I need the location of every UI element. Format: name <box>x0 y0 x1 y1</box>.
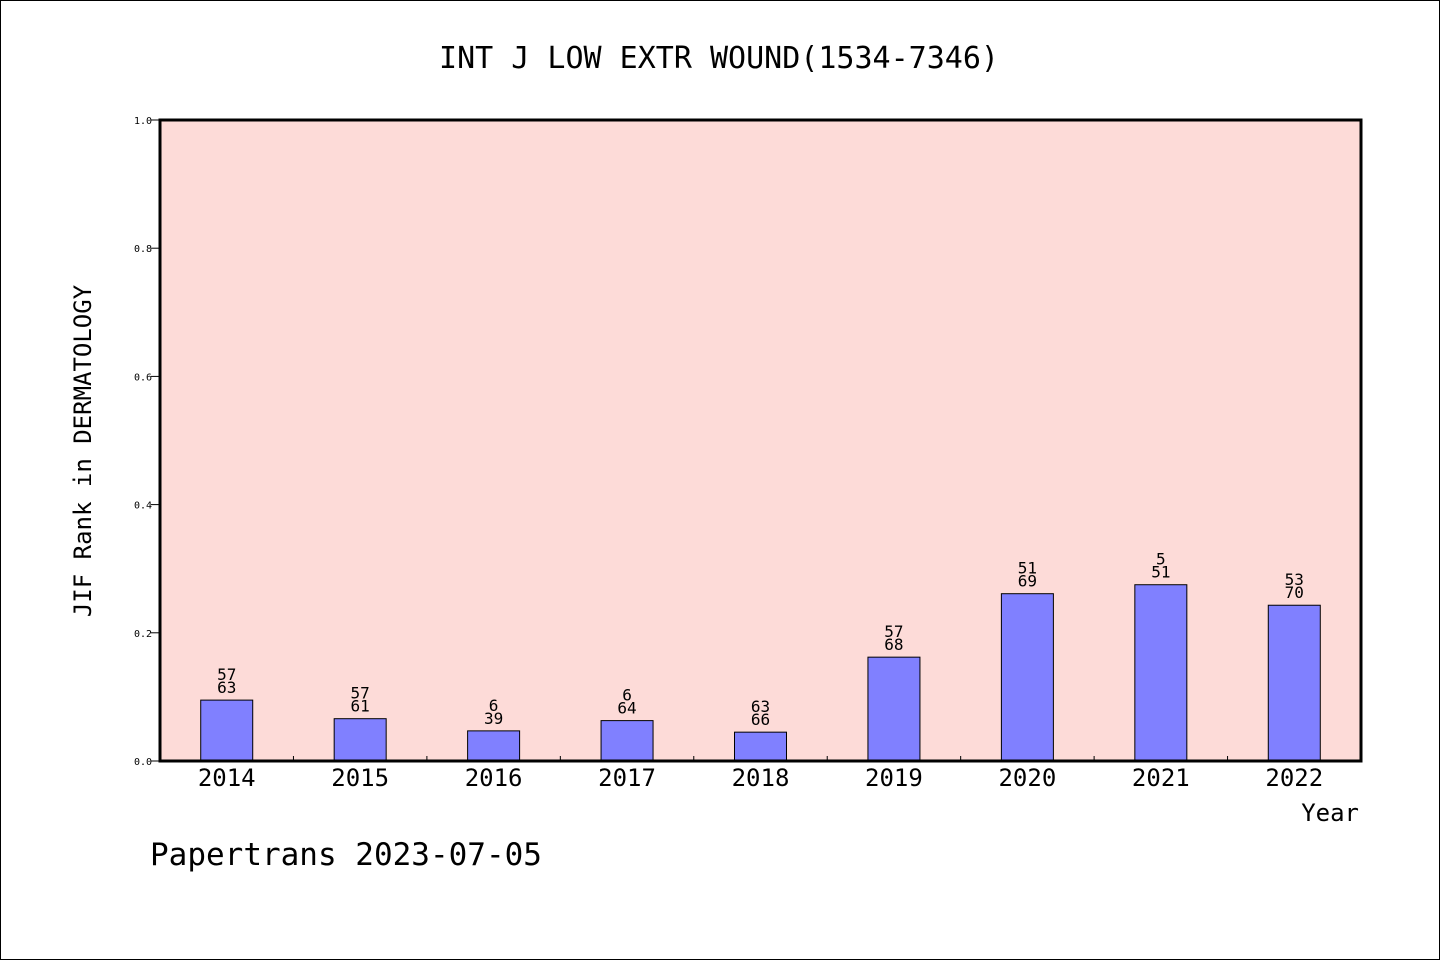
x-tick-label: 2020 <box>998 764 1056 792</box>
bar-2015 <box>333 718 387 762</box>
x-tick-label: 2019 <box>865 764 923 792</box>
bar-label-bottom: 61 <box>351 697 370 716</box>
y-tick-label: 0.2 <box>134 629 152 640</box>
chart-title: INT J LOW EXTR WOUND(1534-7346) <box>439 41 999 76</box>
x-tick-label: 2018 <box>732 764 790 792</box>
bar-label-top: 57 <box>884 622 903 641</box>
y-tick-label: 0.0 <box>134 757 152 768</box>
bar-label-top: 57 <box>217 665 236 684</box>
bar-2021 <box>1134 584 1188 762</box>
x-tick-label: 2017 <box>598 764 656 792</box>
bar-label-bottom: 68 <box>884 635 903 654</box>
y-tick-label: 0.6 <box>134 372 152 383</box>
bar-label-top: 51 <box>1018 559 1037 578</box>
bar-label-top: 63 <box>751 697 770 716</box>
footer-credit: Papertrans 2023-07-05 <box>150 837 542 873</box>
x-tick-label: 2022 <box>1265 764 1323 792</box>
x-tick-label: 2015 <box>331 764 389 792</box>
bar-2017 <box>600 720 654 762</box>
y-tick-label: 0.4 <box>134 501 152 512</box>
bar-label-bottom: 39 <box>484 709 503 728</box>
bar-label-bottom: 51 <box>1151 563 1170 582</box>
bar-label-bottom: 66 <box>751 710 770 729</box>
bar-2022 <box>1267 604 1321 762</box>
y-tick-label: 1.0 <box>134 116 152 127</box>
x-axis-label: Year <box>1301 799 1359 827</box>
bar-2016 <box>467 730 521 762</box>
bar-label-top: 6 <box>489 696 499 715</box>
bar-2018 <box>734 731 787 762</box>
bar-label-bottom: 70 <box>1285 583 1304 602</box>
x-axis-tick-labels: 2014 2015 2016 2017 2018 2019 2020 2021 2022 <box>198 764 1323 792</box>
bar-2019 <box>867 656 921 762</box>
x-tick-label: 2016 <box>465 764 523 792</box>
plot-border <box>158 118 1363 763</box>
bars <box>200 584 1321 762</box>
bar-label-top: 5 <box>1156 550 1166 569</box>
bar-2020 <box>1000 593 1054 762</box>
x-tick-label: 2014 <box>198 764 256 792</box>
x-tick-label: 2021 <box>1132 764 1190 792</box>
bar-label-bottom: 63 <box>217 678 236 697</box>
bar-label-bottom: 64 <box>617 699 636 718</box>
y-tick-label: 0.8 <box>134 244 152 255</box>
bar-label-top: 53 <box>1285 570 1304 589</box>
bar-label-top: 6 <box>622 686 632 705</box>
bar-2014 <box>200 699 254 762</box>
bar-label-top: 57 <box>351 684 370 703</box>
y-axis-ticks: 0.0 0.2 0.4 0.6 0.8 1.0 <box>134 116 160 768</box>
bar-label-bottom: 69 <box>1018 572 1037 591</box>
y-axis-label: JIF Rank in DERMATOLOGY <box>69 284 97 617</box>
